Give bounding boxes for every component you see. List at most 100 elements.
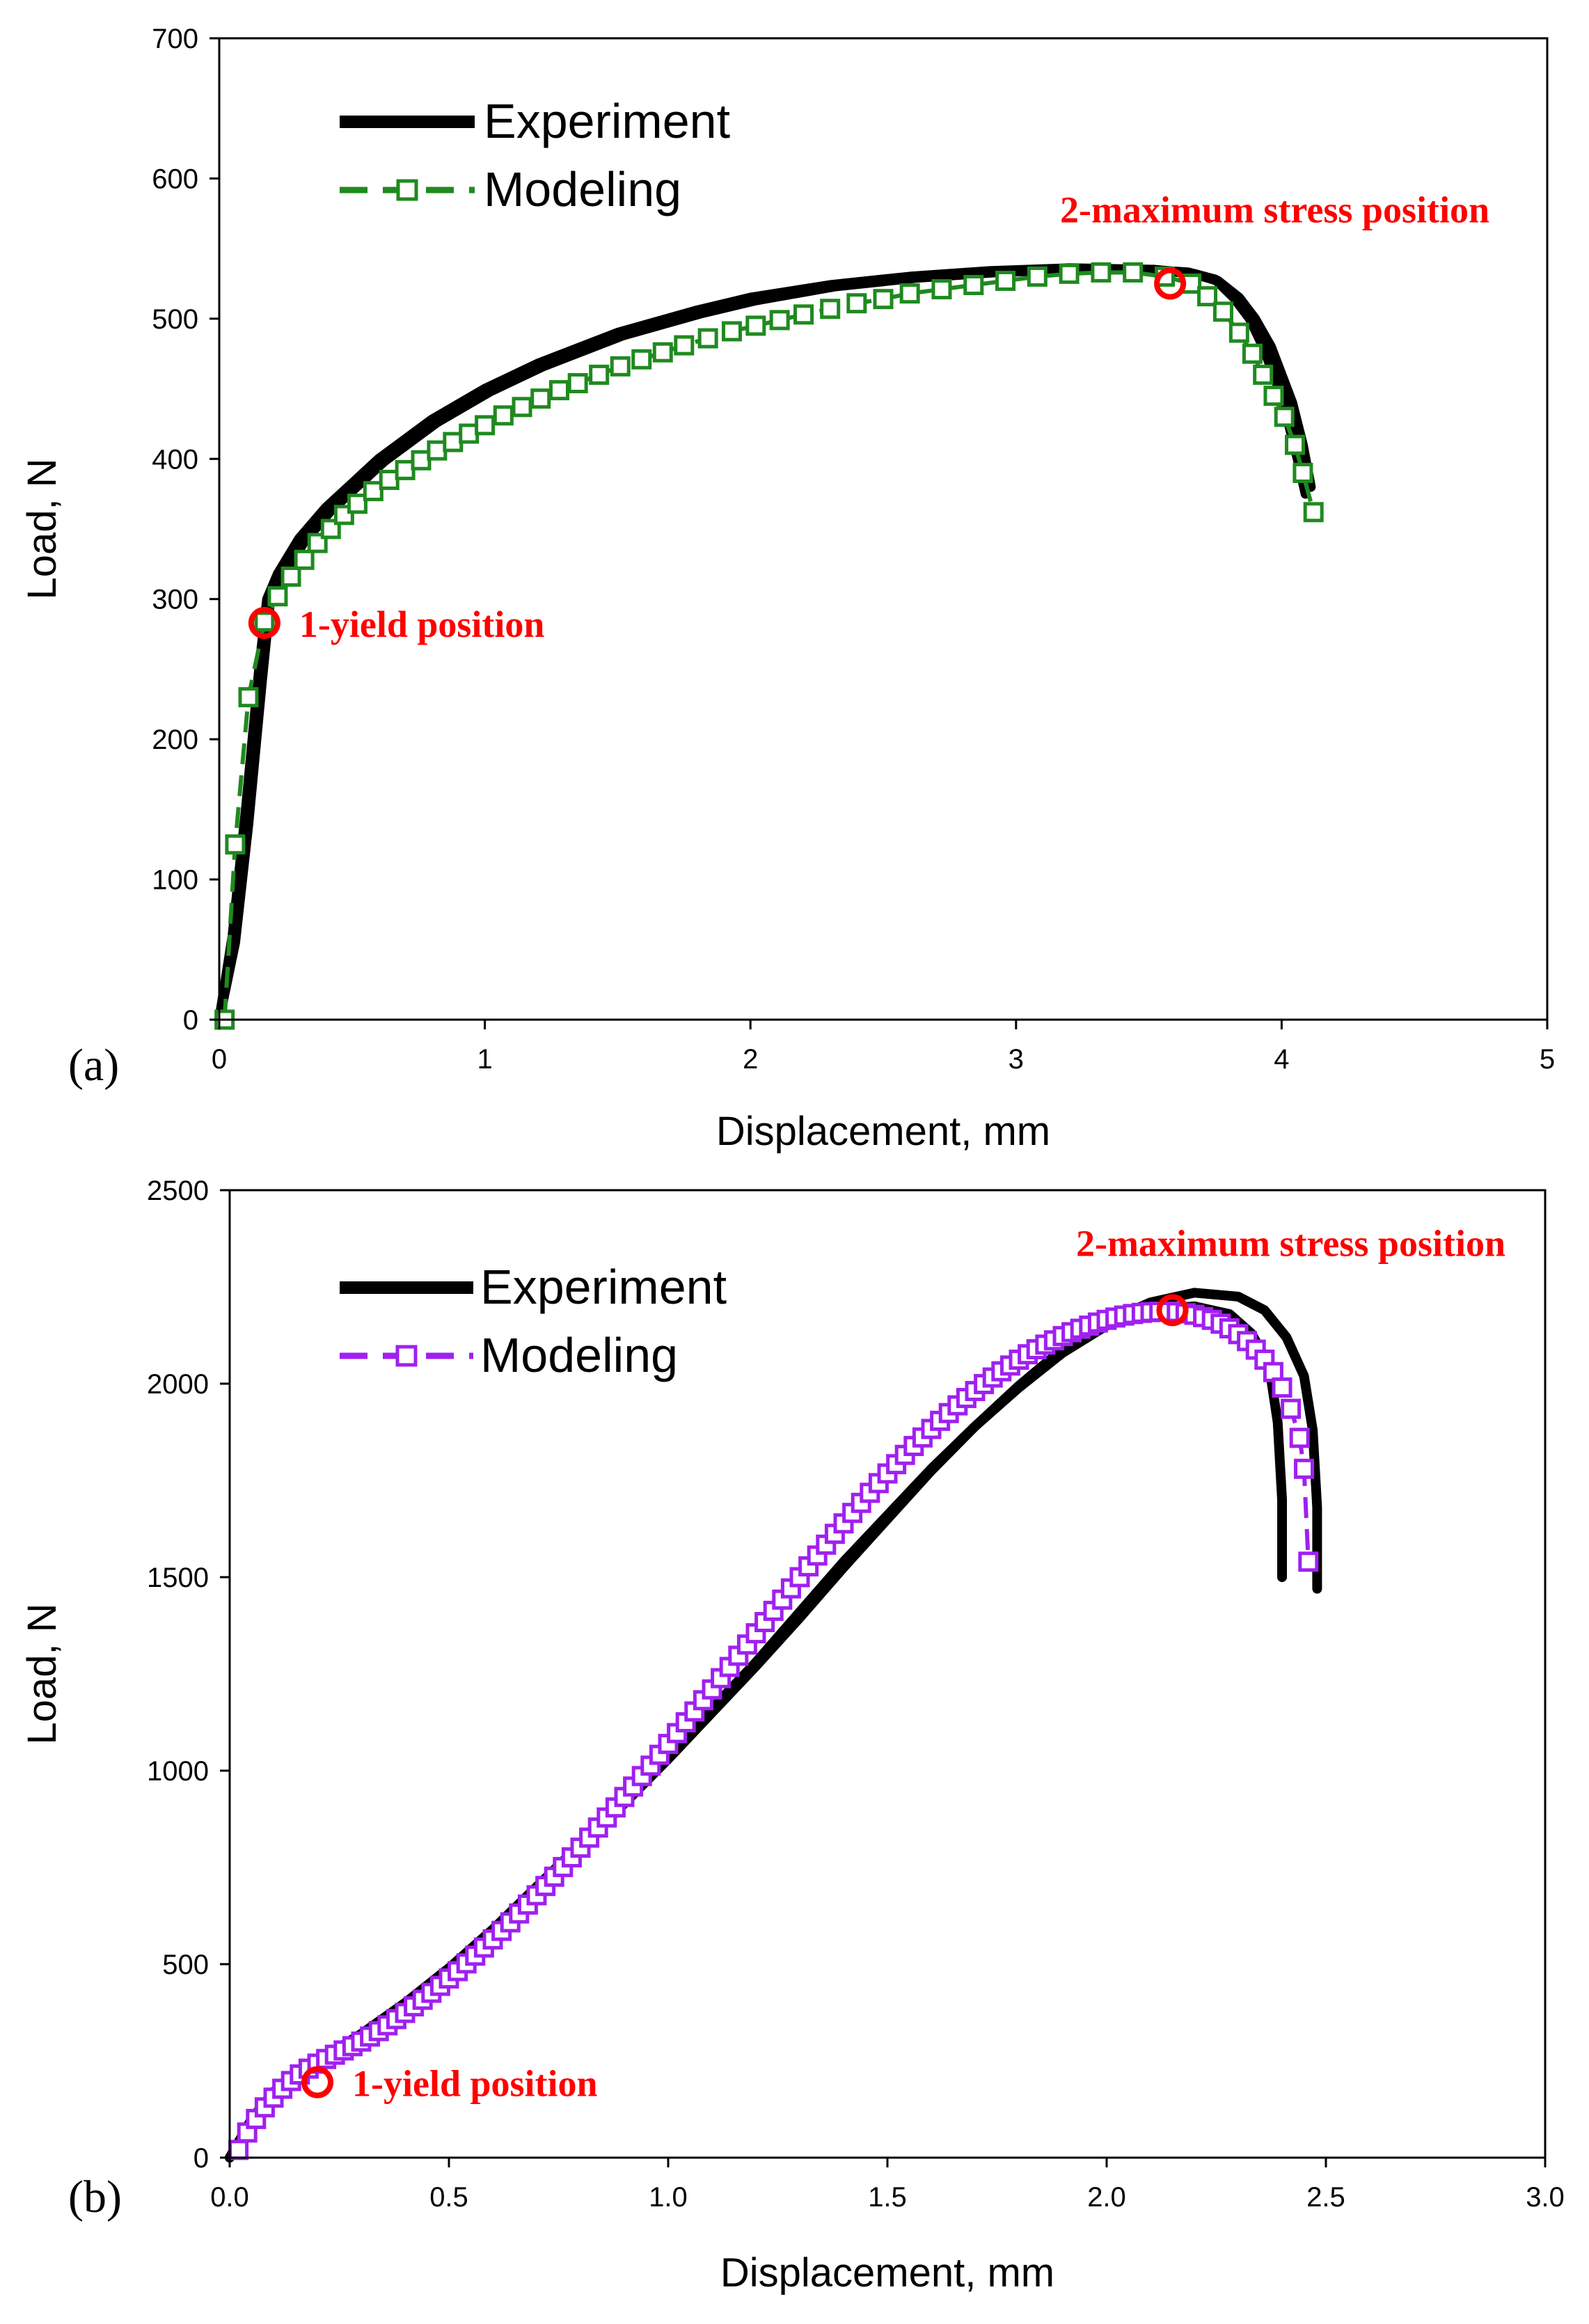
panel-b-y-ticks: 0 500 1000 1500 2000 2500 [147,1176,230,2174]
modeling-data-point [493,405,514,426]
panel-b-annotation-label: 2-maximum stress position [1076,1222,1505,1264]
modeling-data-point [995,270,1016,291]
modeling-data-point [475,415,496,436]
modeling-data-point [589,364,610,385]
modeling-data-point [1272,1377,1292,1398]
panel-a-legend-modeling-marker [396,179,418,201]
modeling-data-point [238,687,259,708]
modeling-data-point [1242,343,1263,364]
chart-panel-a: 0 1 2 3 4 5 0 100 200 300 400 500 600 700 Displaceme… [19,24,1555,1154]
modeling-data-point [225,834,246,855]
modeling-data-point [1274,406,1295,427]
panel-b-plot-frame [228,1189,1547,2159]
panel-a-y-tick-label: 400 [152,444,198,475]
modeling-data-point [459,423,480,444]
modeling-data-point [363,481,384,502]
panel-a-legend-modeling-label: Modeling [484,162,681,216]
modeling-data-point [1059,263,1080,284]
panel-b-x-tick-label: 1.5 [868,2182,907,2213]
panel-a-x-tick-label: 0 [212,1044,227,1075]
panel-b-legend: Experiment Modeling [340,1260,727,1382]
modeling-data-point [1298,1551,1319,1572]
experiment-series-line [214,264,1316,1025]
modeling-data-point [1212,301,1233,322]
panel-a-label: (a) [68,1040,119,1091]
panel-b-x-tick-label: 0.0 [210,2182,249,2213]
modeling-data-point [793,304,814,325]
panel-a-annotation-label: 2-maximum stress position [1060,189,1489,231]
modeling-data-point [443,432,464,452]
panel-a-y-tick-label: 0 [183,1005,198,1036]
panel-b-legend-modeling-marker [395,1345,418,1367]
panel-b-x-tick-label: 2.0 [1087,2182,1126,2213]
modeling-data-point [347,493,367,514]
modeling-data-point [674,335,695,356]
panel-b-y-tick-label: 2000 [147,1369,209,1400]
panel-a-x-tick-label: 5 [1540,1044,1555,1075]
panel-a-annotation-label: 1-yield position [299,603,545,645]
panel-a-y-tick-label: 700 [152,24,198,54]
modeling-data-point [1197,286,1218,307]
modeling-data-point [745,315,766,336]
panel-a-x-ticks: 0 1 2 3 4 5 [212,1020,1555,1075]
panel-b-legend-modeling-label: Modeling [480,1328,678,1382]
modeling-data-point [1292,462,1313,483]
modeling-data-point [1123,262,1144,283]
panel-b-x-tick-label: 0.5 [429,2182,468,2213]
panel-b-legend-experiment-label: Experiment [480,1260,727,1314]
modeling-data-point [873,289,894,310]
modeling-data-point [721,321,742,342]
modeling-data-point [267,586,288,607]
modeling-data-point [254,611,275,632]
modeling-data-point [395,459,416,480]
chart-panel-b: 0.0 0.5 1.0 1.5 2.0 2.5 3.0 0 500 1000 1500 2000 25… [19,1176,1565,2295]
panel-a-annotations: 1-yield position 2-maximum stress positio… [248,189,1489,645]
panel-b-x-axis-title: Displacement, mm [720,2250,1054,2295]
panel-b-annotation-marker [301,2066,333,2098]
panel-a-x-axis-title: Displacement, mm [716,1109,1050,1154]
panel-a-y-axis-title: Load, N [19,458,65,599]
modeling-data-point [512,397,532,418]
panel-a-annotation-marker [1154,267,1187,300]
panel-a-x-tick-label: 2 [743,1044,758,1075]
modeling-data-point [379,470,400,490]
panel-b-y-tick-label: 1000 [147,1756,209,1787]
modeling-data-point [697,328,718,349]
panel-b-series [225,1288,1322,2163]
modeling-data-point [1091,262,1112,283]
panel-b-label: (b) [68,2172,122,2222]
modeling-data-point [631,349,652,370]
panel-b-annotation-marker [1156,1294,1189,1327]
panel-a-legend-experiment-label: Experiment [484,94,730,148]
modeling-data-point [931,279,952,300]
modeling-data-point [294,549,315,570]
modeling-data-point [333,505,354,525]
panel-a-x-tick-label: 1 [477,1044,492,1075]
modeling-data-point [1253,364,1274,385]
panel-a-x-tick-label: 4 [1274,1044,1289,1075]
panel-b-x-tick-label: 1.0 [649,2182,688,2213]
modeling-data-point [530,388,551,409]
modeling-data-point [820,299,841,319]
modeling-data-point [1289,1428,1310,1448]
panel-b-y-tick-label: 0 [193,2143,209,2174]
modeling-data-point [548,380,569,401]
panel-a-y-tick-label: 200 [152,725,198,755]
modeling-data-point [963,275,984,296]
modeling-data-point [1294,1458,1314,1479]
modeling-data-point [1228,322,1249,343]
panel-a-legend: Experiment Modeling [340,94,730,216]
modeling-series-line [222,270,1316,1020]
panel-b-annotation-label: 1-yield position [352,2063,598,2105]
panel-b-y-tick-label: 2500 [147,1176,209,1206]
panel-a-y-tick-label: 100 [152,865,198,896]
panel-b-annotations: 1-yield position 2-maximum stress positio… [301,1222,1505,2105]
panel-a-y-ticks: 0 100 200 300 400 500 600 700 [152,24,219,1036]
modeling-data-point [228,2140,249,2160]
panel-a-y-tick-label: 300 [152,585,198,615]
modeling-data-point [567,373,588,394]
modeling-data-point [1284,434,1305,455]
modeling-data-point [798,1556,819,1576]
modeling-data-point [1027,266,1048,287]
